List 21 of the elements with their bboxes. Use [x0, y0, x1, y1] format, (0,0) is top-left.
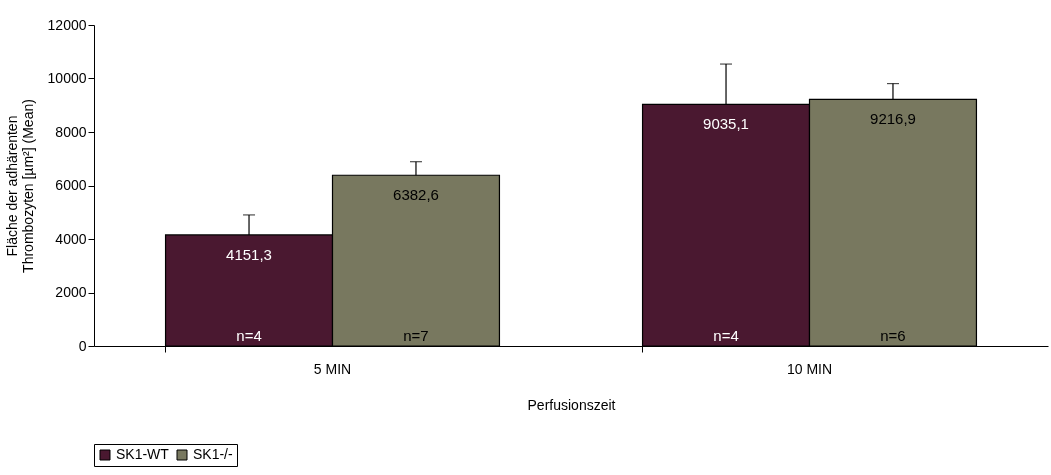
- annotation: n=7: [403, 327, 429, 344]
- y-tick-label: 4000: [55, 230, 87, 247]
- data-label: 6382,6: [393, 186, 439, 204]
- legend-label: SK1-/-: [193, 446, 234, 462]
- annotation: n=4: [236, 327, 262, 344]
- y-axis-title: Fläche der adhärenten Thrombozyten [µm²] (Mean): [3, 99, 36, 273]
- y-tick-label: 6000: [55, 177, 87, 193]
- data-label: 4151,3: [226, 245, 272, 263]
- annotation: n=4: [713, 327, 739, 344]
- annotation: n=6: [880, 327, 906, 344]
- legend-label: SK1-WT: [116, 446, 170, 462]
- y-tick-label: 10000: [47, 70, 87, 86]
- data-label: 9035,1: [703, 115, 749, 133]
- y-tick-label: 12000: [47, 16, 87, 33]
- data-label: 9216,9: [870, 110, 916, 128]
- y-tick-label: 2000: [55, 284, 87, 300]
- y-tick-label: 0: [78, 337, 87, 354]
- x-tick-label: 10 MIN: [786, 360, 833, 377]
- x-axis-title: Perfusionszeit: [527, 396, 616, 413]
- x-tick-label: 5 MIN: [313, 360, 352, 377]
- y-tick-label: 8000: [55, 123, 87, 140]
